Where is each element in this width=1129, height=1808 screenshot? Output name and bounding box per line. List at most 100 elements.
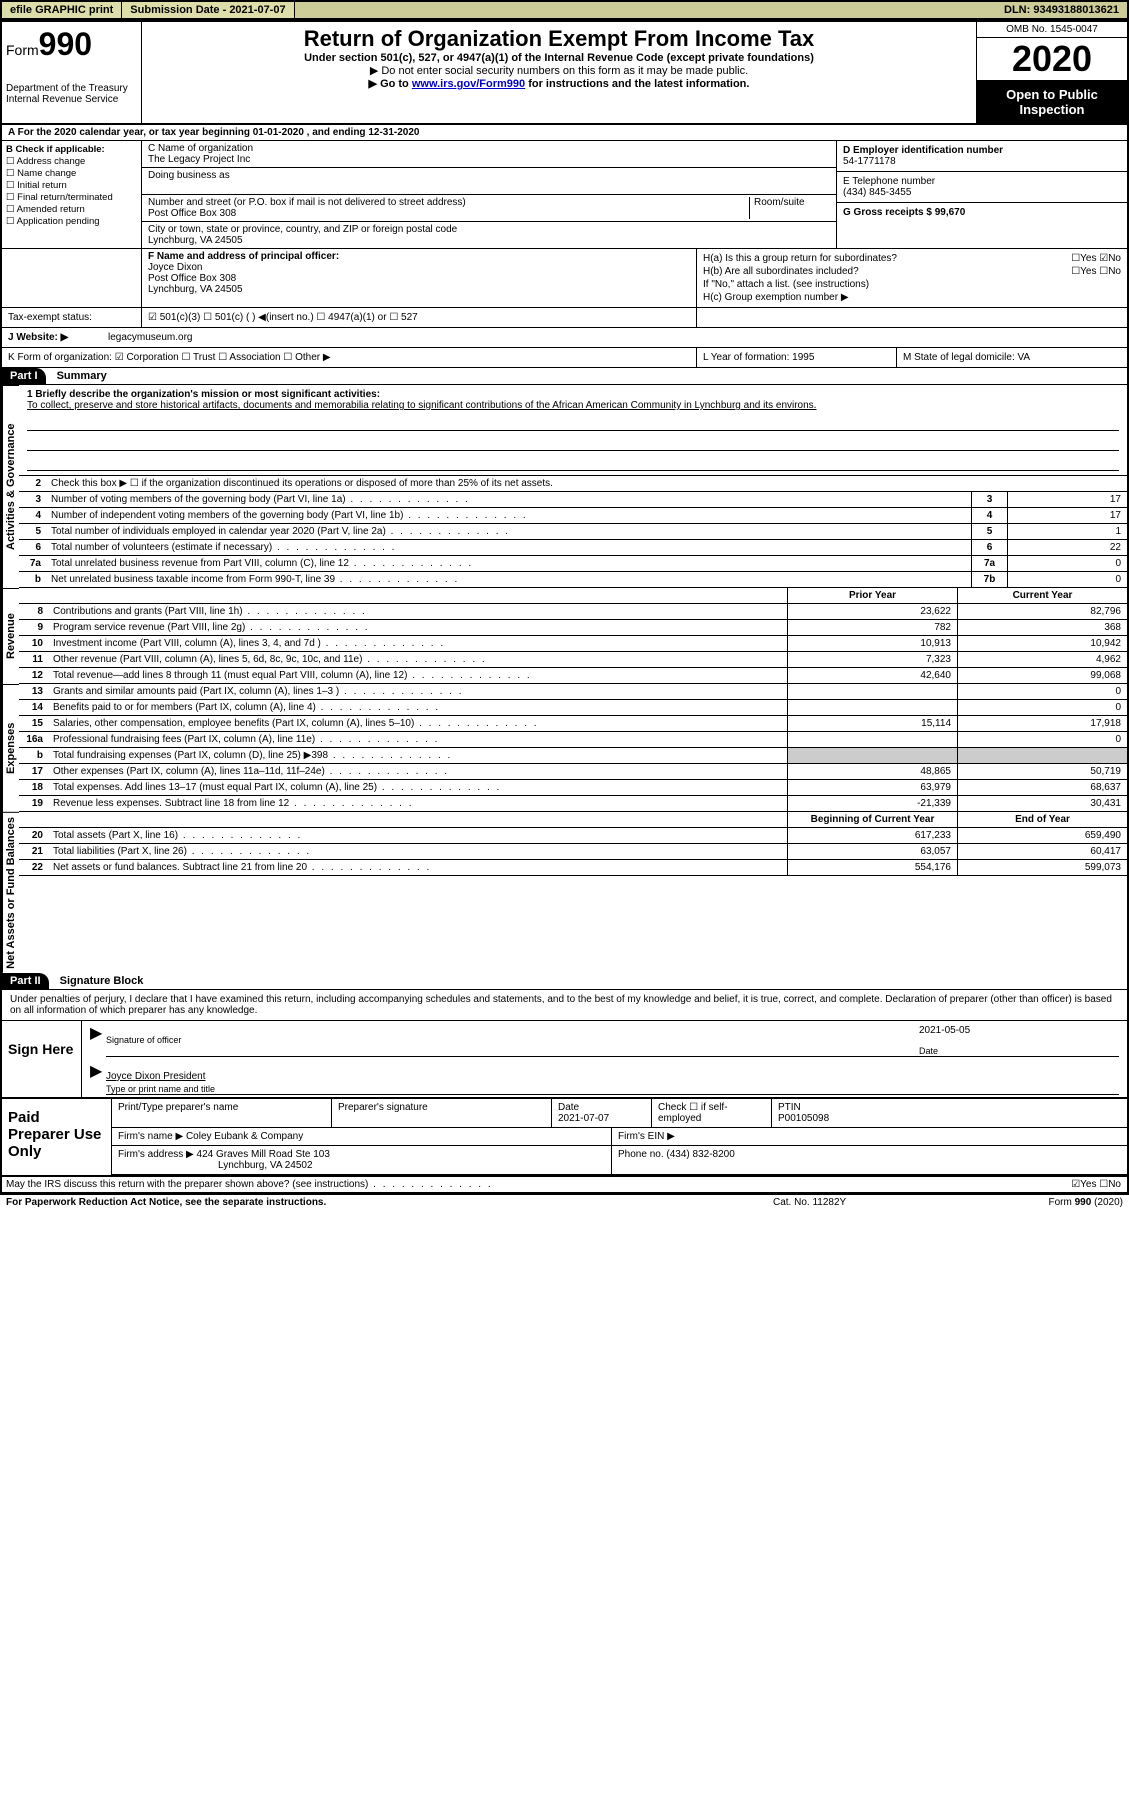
row-i-status: Tax-exempt status: ☑ 501(c)(3) ☐ 501(c) … bbox=[2, 308, 1127, 328]
side-label-revenue: Revenue bbox=[2, 588, 19, 684]
revenue-section: Revenue Prior Year Current Year 8Contrib… bbox=[2, 588, 1127, 684]
exp-line-16a: 16aProfessional fundraising fees (Part I… bbox=[19, 732, 1127, 748]
gov-line-6: 6Total number of volunteers (estimate if… bbox=[19, 540, 1127, 556]
mission-block: 1 Briefly describe the organization's mi… bbox=[19, 385, 1127, 476]
row-k: K Form of organization: ☑ Corporation ☐ … bbox=[2, 348, 1127, 368]
net-header: Beginning of Current Year End of Year bbox=[19, 812, 1127, 828]
row-j-website: J Website: ▶ legacymuseum.org bbox=[2, 328, 1127, 348]
exp-line-18: 18Total expenses. Add lines 13–17 (must … bbox=[19, 780, 1127, 796]
tax-year: 2020 bbox=[977, 38, 1127, 81]
page-footer: For Paperwork Reduction Act Notice, see … bbox=[0, 1195, 1129, 1210]
exp-line-19: 19Revenue less expenses. Subtract line 1… bbox=[19, 796, 1127, 812]
activities-governance-section: Activities & Governance 1 Briefly descri… bbox=[2, 385, 1127, 588]
governance-lines: 2 Check this box ▶ ☐ if the organization… bbox=[19, 476, 1127, 588]
irs-label: Internal Revenue Service bbox=[6, 94, 137, 105]
firm-ein: Firm's EIN ▶ bbox=[612, 1128, 1127, 1145]
room-label: Room/suite bbox=[750, 197, 830, 219]
hb-answer[interactable]: ☐Yes ☐No bbox=[1071, 266, 1121, 277]
discuss-answer[interactable]: ☑Yes ☐No bbox=[957, 1177, 1127, 1192]
side-label-expenses: Expenses bbox=[2, 684, 19, 812]
col-b-checkboxes: B Check if applicable: ☐ Address change … bbox=[2, 141, 142, 248]
cb-app-pending[interactable]: ☐ Application pending bbox=[6, 216, 137, 227]
cb-amended[interactable]: ☐ Amended return bbox=[6, 204, 137, 215]
gov-line-5: 5Total number of individuals employed in… bbox=[19, 524, 1127, 540]
phone-value: (434) 845-3455 bbox=[843, 187, 1121, 198]
gov-line-3: 3Number of voting members of the governi… bbox=[19, 492, 1127, 508]
form-prefix: Form bbox=[6, 42, 39, 58]
city-value: Lynchburg, VA 24505 bbox=[148, 235, 830, 246]
cb-name-change[interactable]: ☐ Name change bbox=[6, 168, 137, 179]
officer-name-title: Joyce Dixon President Type or print name… bbox=[106, 1061, 1119, 1095]
col-c-org-info: C Name of organization The Legacy Projec… bbox=[142, 141, 837, 248]
cb-address-change[interactable]: ☐ Address change bbox=[6, 156, 137, 167]
paid-preparer-label: Paid Preparer Use Only bbox=[2, 1099, 112, 1175]
efile-button[interactable]: efile GRAPHIC print bbox=[2, 2, 122, 18]
col-h-group: H(a) Is this a group return for subordin… bbox=[697, 249, 1127, 307]
dba-label: Doing business as bbox=[148, 170, 830, 181]
net-line-20: 20Total assets (Part X, line 16)617,2336… bbox=[19, 828, 1127, 844]
revenue-lines: 8Contributions and grants (Part VIII, li… bbox=[19, 604, 1127, 684]
addr-label: Number and street (or P.O. box if mail i… bbox=[148, 197, 745, 208]
omb-number: OMB No. 1545-0047 bbox=[977, 22, 1127, 38]
status-options[interactable]: ☑ 501(c)(3) ☐ 501(c) ( ) ◀(insert no.) ☐… bbox=[142, 308, 697, 327]
part-ii-header: Part II Signature Block bbox=[2, 973, 1127, 990]
exp-line-b: bTotal fundraising expenses (Part IX, co… bbox=[19, 748, 1127, 764]
open-inspection: Open to Public Inspection bbox=[977, 81, 1127, 123]
submission-date: Submission Date - 2021-07-07 bbox=[122, 2, 294, 18]
form-990: Form990 Department of the Treasury Inter… bbox=[0, 20, 1129, 1195]
paid-preparer-block: Paid Preparer Use Only Print/Type prepar… bbox=[2, 1099, 1127, 1177]
officer-name: Joyce Dixon bbox=[148, 262, 690, 273]
exp-line-17: 17Other expenses (Part IX, column (A), l… bbox=[19, 764, 1127, 780]
arrow-icon: ▶ bbox=[90, 1023, 106, 1057]
section-fgh: F Name and address of principal officer:… bbox=[2, 249, 1127, 308]
header-left: Form990 Department of the Treasury Inter… bbox=[2, 22, 142, 123]
header-right: OMB No. 1545-0047 2020 Open to Public In… bbox=[977, 22, 1127, 123]
form-subtitle: Under section 501(c), 527, or 4947(a)(1)… bbox=[146, 52, 972, 64]
officer-addr2: Lynchburg, VA 24505 bbox=[148, 284, 690, 295]
signature-date: 2021-05-05 Date bbox=[919, 1023, 1119, 1057]
dept-treasury: Department of the Treasury bbox=[6, 83, 137, 94]
net-line-22: 22Net assets or fund balances. Subtract … bbox=[19, 860, 1127, 876]
net-lines: 20Total assets (Part X, line 16)617,2336… bbox=[19, 828, 1127, 876]
preparer-row-1: Print/Type preparer's name Preparer's si… bbox=[112, 1099, 1127, 1128]
rev-line-11: 11Other revenue (Part VIII, column (A), … bbox=[19, 652, 1127, 668]
sign-here-label: Sign Here bbox=[2, 1021, 82, 1097]
self-employed-cb[interactable]: Check ☐ if self-employed bbox=[652, 1099, 772, 1127]
city-label: City or town, state or province, country… bbox=[148, 224, 830, 235]
phone-label: E Telephone number bbox=[843, 176, 1121, 187]
addr-value: Post Office Box 308 bbox=[148, 208, 745, 219]
dln: DLN: 93493188013621 bbox=[996, 2, 1127, 18]
form-version: Form 990 (2020) bbox=[973, 1197, 1123, 1208]
cb-final-return[interactable]: ☐ Final return/terminated bbox=[6, 192, 137, 203]
gov-line-7a: 7aTotal unrelated business revenue from … bbox=[19, 556, 1127, 572]
side-label-net-assets: Net Assets or Fund Balances bbox=[2, 812, 19, 973]
rev-line-9: 9Program service revenue (Part VIII, lin… bbox=[19, 620, 1127, 636]
net-assets-section: Net Assets or Fund Balances Beginning of… bbox=[2, 812, 1127, 973]
form-header: Form990 Department of the Treasury Inter… bbox=[2, 22, 1127, 125]
firm-phone: (434) 832-8200 bbox=[666, 1149, 734, 1160]
rev-line-8: 8Contributions and grants (Part VIII, li… bbox=[19, 604, 1127, 620]
cb-initial-return[interactable]: ☐ Initial return bbox=[6, 180, 137, 191]
org-name-label: C Name of organization bbox=[148, 143, 830, 154]
ha-answer[interactable]: ☐Yes ☑No bbox=[1071, 253, 1121, 264]
expense-lines: 13Grants and similar amounts paid (Part … bbox=[19, 684, 1127, 812]
col-f-officer: F Name and address of principal officer:… bbox=[142, 249, 697, 307]
ein-label: D Employer identification number bbox=[843, 145, 1003, 156]
firm-name: Coley Eubank & Company bbox=[186, 1131, 303, 1142]
exp-line-14: 14Benefits paid to or for members (Part … bbox=[19, 700, 1127, 716]
ptin: P00105098 bbox=[778, 1113, 829, 1124]
instructions-link-line: ▶ Go to www.irs.gov/Form990 for instruct… bbox=[146, 77, 972, 90]
row-a-tax-year: A For the 2020 calendar year, or tax yea… bbox=[2, 125, 1127, 141]
form990-url[interactable]: www.irs.gov/Form990 bbox=[412, 78, 525, 90]
ein-value: 54-1771178 bbox=[843, 156, 1121, 167]
part-i-header: Part I Summary bbox=[2, 368, 1127, 385]
exp-line-15: 15Salaries, other compensation, employee… bbox=[19, 716, 1127, 732]
m-state-domicile: M State of legal domicile: VA bbox=[897, 348, 1127, 367]
gross-receipts: G Gross receipts $ 99,670 bbox=[843, 207, 965, 218]
gov-line-4: 4Number of independent voting members of… bbox=[19, 508, 1127, 524]
signature-officer: Signature of officer bbox=[106, 1023, 919, 1057]
topbar: efile GRAPHIC print Submission Date - 20… bbox=[0, 0, 1129, 20]
form-number: 990 bbox=[39, 26, 92, 62]
col-d-ein: D Employer identification number 54-1771… bbox=[837, 141, 1127, 248]
k-form-org[interactable]: K Form of organization: ☑ Corporation ☐ … bbox=[2, 348, 697, 367]
